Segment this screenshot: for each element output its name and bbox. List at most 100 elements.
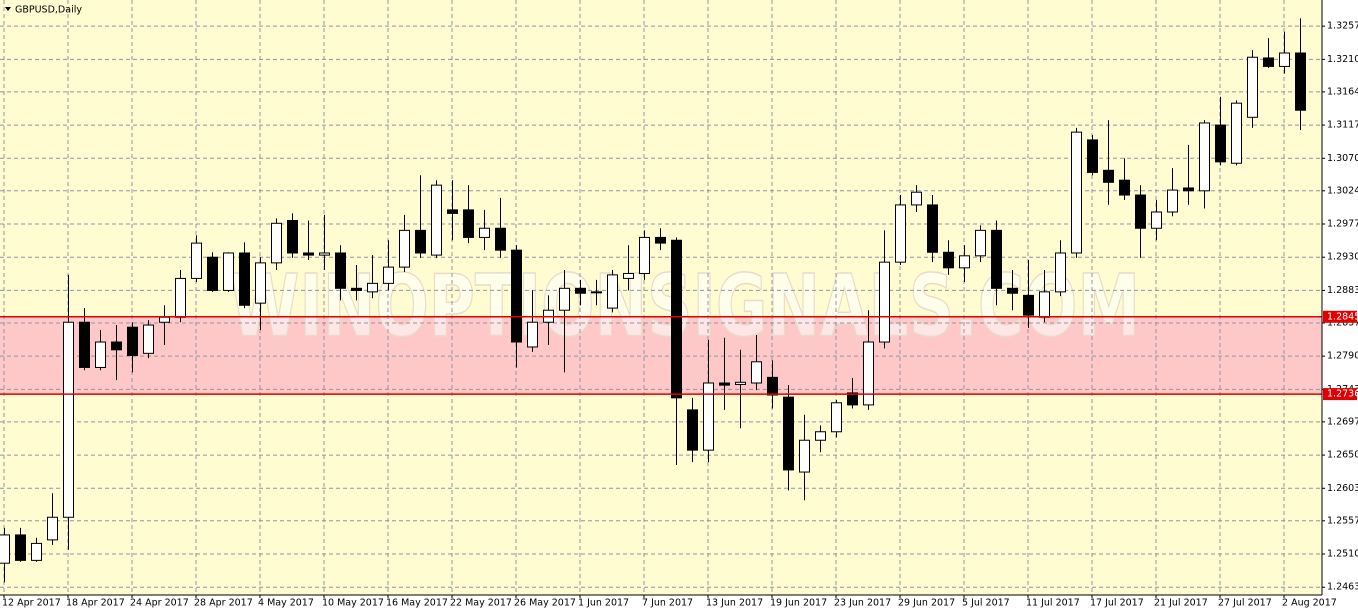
x-tick-label: 21 Jul 2017: [1154, 598, 1208, 609]
candle-body: [447, 209, 458, 214]
candle-body: [127, 326, 138, 356]
candle-body: [1023, 294, 1034, 316]
candle-body: [687, 409, 698, 451]
candle-body: [415, 229, 426, 254]
x-tick-label: 1 Jun 2017: [578, 598, 629, 609]
x-tick-label: 23 Jun 2017: [834, 598, 891, 609]
candle-body: [751, 361, 762, 384]
candle-body: [239, 252, 250, 306]
candle-body: [319, 252, 330, 256]
candle-body: [63, 321, 74, 518]
y-tick-label: 1.32100: [1327, 54, 1358, 65]
x-tick-label: 17 Jul 2017: [1090, 598, 1144, 609]
candle-body: [1071, 131, 1082, 254]
x-tick-label: 18 Apr 2017: [66, 598, 125, 609]
y-tick-label: 1.26500: [1327, 450, 1358, 461]
candle-body: [623, 272, 634, 279]
candle-body: [863, 341, 874, 406]
candle-body: [175, 277, 186, 318]
x-tick-label: 27 Jul 2017: [1218, 598, 1272, 609]
y-tick-label: 1.28370: [1327, 317, 1358, 328]
y-tick-label: 1.32570: [1327, 21, 1358, 32]
candle-body: [399, 229, 410, 268]
candle-body: [703, 382, 714, 451]
candle-body: [847, 392, 858, 406]
candle-body: [591, 291, 602, 294]
y-tick-label: 1.29300: [1327, 252, 1358, 263]
level-label: 1.28457: [1327, 311, 1358, 322]
candle-body: [1151, 211, 1162, 229]
candle-body: [1087, 139, 1098, 173]
candle-body: [799, 439, 810, 473]
level-label-box: [1323, 310, 1357, 323]
candle-body: [575, 287, 586, 294]
candle-body: [223, 252, 234, 291]
y-tick-label: 1.28830: [1327, 285, 1358, 296]
y-tick-label: 1.30240: [1327, 185, 1358, 196]
candle-body: [431, 184, 442, 256]
candle-body: [767, 376, 778, 396]
zone-band: [0, 316, 1322, 395]
candle-body: [47, 516, 58, 541]
candle-body: [1295, 52, 1306, 111]
y-tick-label: 1.26030: [1327, 483, 1358, 494]
candle-body: [1231, 102, 1242, 164]
candle-body: [111, 341, 122, 351]
candle-body: [143, 324, 154, 354]
candle-body: [991, 229, 1002, 289]
x-tick-label: 26 May 2017: [514, 598, 576, 609]
watermark: WINOPTIONSIGNALS.COM: [230, 256, 1140, 356]
candle-body: [671, 239, 682, 399]
x-tick-label: 4 May 2017: [258, 598, 314, 609]
candle-body: [1215, 124, 1226, 163]
x-tick-label: 7 Jun 2017: [642, 598, 693, 609]
candle-body: [1263, 57, 1274, 67]
candle-body: [607, 274, 618, 309]
candle-body: [815, 431, 826, 441]
y-tick-label: 1.26970: [1327, 416, 1358, 427]
candle-body: [207, 256, 218, 291]
candle-body: [1055, 252, 1066, 293]
y-tick-label: 1.31640: [1327, 86, 1358, 97]
candle-body: [831, 402, 842, 433]
y-tick-label: 1.27900: [1327, 351, 1358, 362]
x-tick-label: 22 May 2017: [450, 598, 512, 609]
candle-body: [367, 282, 378, 293]
candle-body: [1103, 169, 1114, 183]
candle-body: [31, 542, 42, 561]
y-tick-label: 1.24630: [1327, 582, 1358, 593]
candle-body: [783, 396, 794, 471]
candle-body: [479, 227, 490, 238]
candle-body: [1279, 52, 1290, 67]
x-tick-label: 12 Apr 2017: [2, 598, 61, 609]
x-axis-panel: [0, 595, 1322, 611]
candle-body: [527, 321, 538, 348]
candle-body: [335, 252, 346, 289]
candle-body: [79, 321, 90, 368]
chart-title: GBPUSD,Daily: [15, 5, 82, 16]
candle-body: [1199, 122, 1210, 192]
y-tick-label: 1.25100: [1327, 549, 1358, 560]
plot-area: [0, 0, 1322, 595]
candle-body: [975, 229, 986, 257]
candle-body: [1119, 179, 1130, 196]
candle-body: [719, 382, 730, 386]
candle-body: [1167, 189, 1178, 213]
candle-body: [511, 249, 522, 343]
candle-body: [559, 287, 570, 311]
candle-body: [655, 236, 666, 244]
y-tick-label: 1.25570: [1327, 515, 1358, 526]
candle-body: [943, 251, 954, 269]
y-tick-label: 1.30700: [1327, 153, 1358, 164]
y-tick-label: 1.29770: [1327, 219, 1358, 230]
x-tick-label: 2 Aug 2017: [1282, 598, 1337, 609]
candle-body: [351, 287, 362, 291]
candle-body: [735, 381, 746, 385]
candle-body: [95, 341, 106, 368]
candle-body: [159, 316, 170, 323]
candle-body: [1007, 287, 1018, 294]
y-tick-label: 1.31170: [1327, 120, 1358, 131]
title-icon: [5, 7, 11, 11]
candle-body: [191, 242, 202, 279]
